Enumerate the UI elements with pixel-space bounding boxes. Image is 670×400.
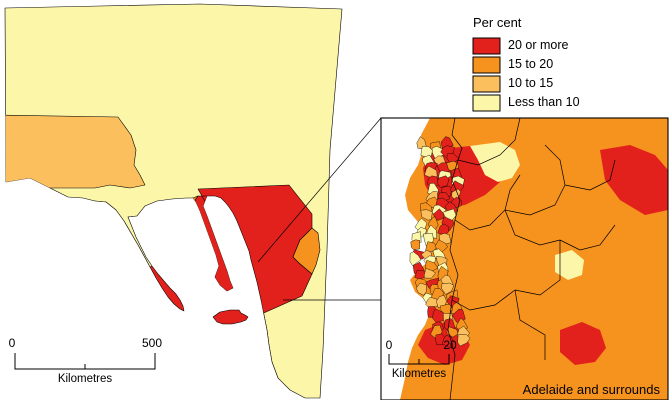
svg-text:10 to 15: 10 to 15 xyxy=(508,76,553,90)
svg-text:500: 500 xyxy=(142,336,162,350)
svg-text:Per cent: Per cent xyxy=(473,15,522,30)
svg-text:15 to 20: 15 to 20 xyxy=(508,57,553,71)
svg-text:0: 0 xyxy=(386,338,393,352)
svg-text:20: 20 xyxy=(443,338,457,352)
svg-text:0: 0 xyxy=(9,336,16,350)
svg-text:Kilometres: Kilometres xyxy=(58,373,113,385)
svg-text:Adelaide and surrounds: Adelaide and surrounds xyxy=(523,382,661,397)
svg-text:20 or more: 20 or more xyxy=(508,38,568,52)
svg-text:Less than 10: Less than 10 xyxy=(508,95,580,109)
svg-text:Kilometres: Kilometres xyxy=(392,368,447,380)
